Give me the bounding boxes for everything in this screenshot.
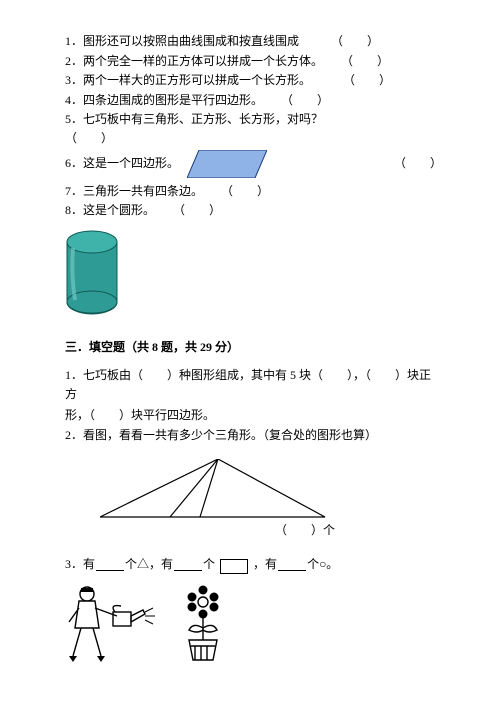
- tf-text: 三角形一共有四条边。: [83, 184, 203, 198]
- tf-item-7: 7．三角形一共有四条边。（ ）: [65, 182, 442, 201]
- tf-text: 2: [65, 54, 71, 68]
- answer-paren[interactable]: （ ）: [173, 201, 221, 220]
- tf-item-3: 3．两个一样大的正方形可以拼成一个长方形。（ ）: [65, 71, 442, 90]
- answer-paren[interactable]: （ ）: [65, 129, 113, 148]
- tf-text: 1: [65, 34, 71, 48]
- tf-item-2: 2．两个完全一样的正方体可以拼成一个长方体。（ ）: [65, 52, 442, 71]
- answer-paren[interactable]: （ ）: [341, 52, 389, 71]
- tf-text: 3: [65, 73, 71, 87]
- composite-triangle-figure: [100, 459, 330, 521]
- answer-blank[interactable]: [96, 559, 124, 571]
- q3-seg: ，有: [253, 555, 277, 574]
- tf-text: 这是一个四边形。: [83, 156, 179, 170]
- fill-q1-line1: 1．七巧板由（ ）种图形组成，其中有 5 块（ ），（ ）块正方: [65, 366, 442, 403]
- tf-text: 两个一样大的正方形可以拼成一个长方形。: [83, 73, 311, 87]
- answer-paren[interactable]: （ ）: [281, 91, 329, 110]
- tf-text: 8: [65, 203, 71, 217]
- answer-blank[interactable]: [278, 559, 306, 571]
- answer-paren[interactable]: （ ）: [343, 71, 391, 90]
- q3-seg: 个△，有: [125, 555, 173, 574]
- truefalse-block: 1．图形还可以按照由曲线围成和按直线围成（ ） 2．两个完全一样的正方体可以拼成…: [65, 32, 442, 316]
- fill-q1-line2: 形，（ ）块平行四边形。: [65, 406, 442, 425]
- section-title: 三．填空题（共 8 题，共 29 分）: [65, 338, 442, 357]
- answer-blank[interactable]: [174, 559, 202, 571]
- q3-seg: 3．有: [65, 555, 95, 574]
- fill-q3: 3．有 个△，有 个 ，有 个○。: [65, 555, 442, 574]
- answer-paren[interactable]: （ ）: [221, 182, 269, 201]
- cylinder-shape-icon: [65, 230, 119, 316]
- tf-text: 七巧板中有三角形、正方形、长方形，对吗？: [83, 112, 323, 126]
- answer-paren[interactable]: （ ）: [331, 32, 379, 51]
- tf-item-5: 5．七巧板中有三角形、正方形、长方形，对吗？（ ）: [65, 110, 442, 147]
- tf-text: 这是个圆形。: [83, 203, 155, 217]
- gardener-flower-illustration: [65, 582, 235, 672]
- tf-text: 5: [65, 112, 71, 126]
- tf-text: 两个完全一样的正方体可以拼成一个长方体。: [83, 54, 323, 68]
- rectangle-icon: [220, 559, 248, 574]
- tf-text: 7: [65, 184, 71, 198]
- tf-text: 四条边围成的图形是平行四边形。: [83, 93, 263, 107]
- tf-item-4: 4．四条边围成的图形是平行四边形。（ ）: [65, 91, 442, 110]
- tf-text: 6: [65, 156, 71, 170]
- worksheet-page: { "section_truefalse": { "items": [ {"n"…: [0, 0, 500, 707]
- tf-text: 4: [65, 93, 71, 107]
- fill-q2: 2．看图，看看一共有多少个三角形。（复合处的图形也算）: [65, 426, 442, 445]
- q3-seg: 个: [203, 555, 215, 574]
- tf-item-8: 8．这是个圆形。（ ）: [65, 201, 442, 220]
- q3-seg: 个○。: [307, 555, 338, 574]
- trapezoid-shape-icon: [187, 150, 267, 178]
- tf-item-6: 6．这是一个四边形。 （ ）: [65, 150, 442, 178]
- answer-paren[interactable]: （ ）个: [275, 521, 442, 540]
- tf-text: 图形还可以按照由曲线围成和按直线围成: [83, 34, 299, 48]
- answer-paren[interactable]: （ ）: [394, 154, 442, 173]
- tf-item-1: 1．图形还可以按照由曲线围成和按直线围成（ ）: [65, 32, 442, 51]
